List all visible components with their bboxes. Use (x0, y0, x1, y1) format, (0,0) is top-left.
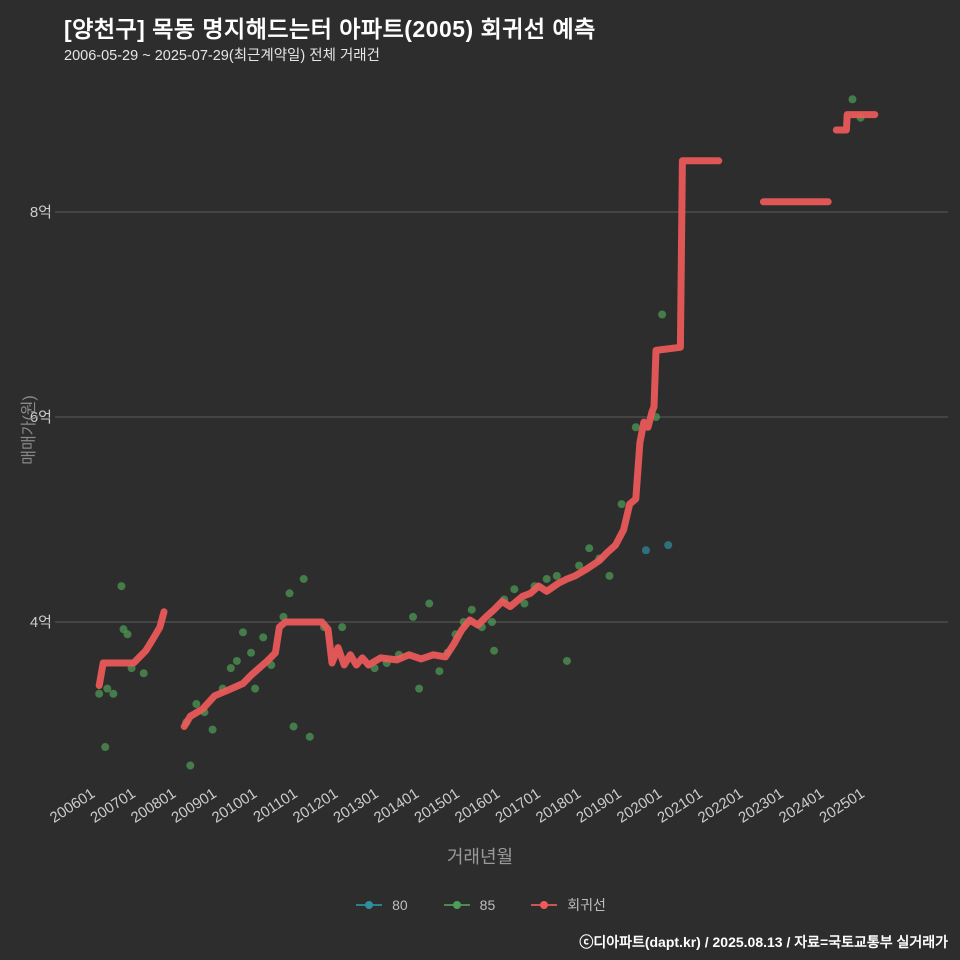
data-point-85 (631, 423, 640, 432)
x-tick-label: 202201 (695, 785, 746, 827)
data-point-85 (139, 669, 148, 678)
data-point-85 (285, 589, 294, 598)
data-point-85 (552, 571, 561, 580)
price-chart: 4억 6억 8억 2006012007012008012009012010012011… (30, 95, 948, 827)
data-point-85 (251, 684, 260, 693)
data-point-85 (247, 648, 256, 657)
legend-item-85[interactable]: 85 (442, 897, 496, 913)
x-tick-label: 201701 (492, 785, 543, 827)
legend-label: 85 (479, 897, 496, 913)
data-point-85 (232, 656, 241, 665)
data-point-85 (435, 667, 444, 676)
data-point-85 (109, 689, 118, 698)
x-tick-label: 201101 (250, 785, 300, 826)
data-point-85 (305, 732, 314, 741)
legend-label: 회귀선 (567, 897, 606, 913)
x-tick-label: 200601 (47, 785, 98, 827)
data-point-85 (585, 544, 594, 553)
chart-legend: 80 85 회귀선 (0, 895, 960, 915)
data-point-85 (415, 684, 424, 693)
x-tick-label: 202501 (816, 785, 867, 827)
regression-line (832, 111, 879, 134)
data-point-85 (658, 310, 667, 319)
data-point-85 (208, 725, 217, 734)
x-tick-label: 202301 (735, 785, 786, 827)
data-point-85 (510, 585, 519, 594)
data-point-85 (425, 599, 434, 608)
legend-label: 80 (392, 897, 408, 913)
data-point-85 (289, 722, 298, 731)
x-tick-label: 200901 (168, 785, 219, 827)
x-axis-title: 거래년월 (446, 847, 514, 867)
data-point-85 (95, 689, 104, 698)
data-point-85 (848, 95, 857, 104)
x-tick-label: 201001 (209, 785, 260, 827)
y-tick-label: 6억 (30, 409, 52, 426)
x-tick-label: 202101 (654, 785, 705, 827)
data-point-85 (103, 684, 112, 693)
legend-marker-icon (531, 901, 558, 909)
legend-item-회귀선[interactable]: 회귀선 (529, 895, 606, 915)
legend-marker-icon (356, 901, 383, 909)
y-axis-title: 매매가(원) (21, 395, 38, 465)
regression-line (95, 608, 168, 689)
x-tick-label: 201601 (452, 785, 503, 827)
data-point-85 (192, 700, 201, 708)
x-tick-label: 201201 (290, 785, 341, 827)
x-tick-label: 202001 (614, 785, 665, 827)
legend-item-80[interactable]: 80 (354, 897, 408, 913)
x-tick-label: 201801 (533, 785, 584, 827)
x-tick-label: 200701 (87, 785, 138, 827)
data-point-85 (490, 646, 499, 655)
page-subtitle: 2006-05-29 ~ 2025-07-29(최근계약일) 전체 거래건 (64, 48, 380, 64)
x-tick-label: 200801 (128, 785, 179, 827)
data-point-80 (664, 541, 673, 550)
data-point-85 (562, 656, 571, 665)
x-tick-label: 201501 (411, 785, 462, 827)
x-tick-label: 202401 (776, 785, 827, 827)
data-point-85 (299, 574, 308, 583)
data-point-85 (520, 599, 529, 608)
x-tick-label: 201301 (330, 785, 381, 827)
page-title: [양천구] 목동 명지해드는터 아파트(2005) 회귀선 예측 (64, 16, 596, 42)
footer-credit: ⓒ디아파트(dapt.kr) / 2025.08.13 / 자료=국토교통부 실… (579, 934, 948, 950)
data-point-85 (488, 618, 497, 626)
data-point-85 (605, 571, 614, 580)
data-point-85 (467, 605, 476, 614)
data-point-85 (542, 574, 551, 583)
data-point-85 (338, 623, 347, 632)
data-point-85 (101, 743, 110, 752)
data-point-85 (226, 664, 235, 673)
data-point-85 (123, 630, 132, 639)
data-point-80 (641, 546, 650, 555)
data-point-85 (259, 633, 268, 642)
regression-line (180, 157, 723, 730)
y-tick-label: 4억 (30, 614, 52, 631)
y-tick-label: 8억 (30, 204, 52, 221)
x-tick-label: 201401 (371, 785, 422, 827)
data-point-85 (409, 612, 418, 621)
legend-marker-icon (443, 901, 470, 909)
data-point-85 (617, 500, 626, 509)
data-point-85 (186, 761, 195, 770)
data-point-85 (117, 582, 126, 591)
x-tick-label: 201901 (573, 785, 624, 827)
data-point-85 (575, 561, 584, 570)
data-point-85 (238, 628, 247, 637)
